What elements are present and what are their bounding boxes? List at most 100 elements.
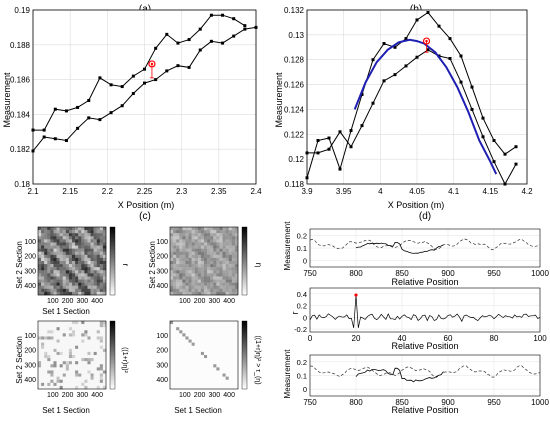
c4-heatmap-cell [222, 351, 226, 356]
c1-heatmap-cell [102, 267, 107, 271]
c2-heatmap-cell [176, 242, 180, 246]
c1-heatmap-cell [47, 261, 51, 265]
c2-ytick-label: 200 [156, 254, 168, 261]
c2-heatmap-cell [182, 282, 186, 286]
c1-heatmap-cell [41, 248, 45, 252]
c4-heatmap-cell [216, 327, 220, 331]
c4-heatmap-cell [219, 385, 223, 390]
c1-heatmap-cell [68, 248, 73, 252]
c1-heatmap-cell [78, 291, 82, 296]
c4-heatmap-cell [219, 339, 223, 343]
c4-heatmap-cell [225, 355, 229, 359]
c2-heatmap-cell [191, 257, 195, 262]
c3-heatmap-cell [75, 336, 79, 340]
c1-heatmap-cell [68, 230, 73, 234]
c2-heatmap-cell [222, 248, 226, 252]
c2-heatmap-cell [210, 239, 214, 243]
c1-heatmap-cell [56, 261, 60, 265]
c1-heatmap-cell [62, 261, 67, 265]
d1-xtick-label: 850 [395, 269, 409, 278]
c2-heatmap-cell [200, 288, 205, 293]
c2-ytick-label: 100 [156, 239, 168, 246]
c2-heatmap-cell [179, 282, 183, 286]
c2-heatmap-cell [219, 291, 223, 296]
c2-heatmap-cell [194, 248, 199, 252]
c2-heatmap-cell [188, 270, 192, 274]
c4-heatmap-cell [179, 324, 183, 328]
c4-heatmap-cell [231, 382, 236, 387]
c2-heatmap-cell [194, 267, 199, 271]
c4-heatmap-cell [188, 321, 192, 325]
c1-heatmap-cell [53, 242, 57, 246]
c3-heatmap-cell [50, 364, 54, 368]
c4-heatmap-cell [185, 324, 189, 328]
c1-heatmap-cell [38, 254, 42, 259]
c2-heatmap-cell [225, 236, 229, 240]
c3-heatmap-cell [47, 364, 51, 368]
c3-heatmap-cell [90, 355, 94, 359]
c3-heatmap-cell [81, 376, 85, 380]
c4-heatmap-cell [200, 342, 205, 346]
c3-heatmap-cell [65, 321, 70, 325]
c2-heatmap-cell [210, 233, 214, 237]
c2-heatmap-cell [225, 227, 229, 231]
c2-heatmap-cell [207, 267, 211, 271]
c3-heatmap-cell [72, 370, 76, 374]
c3-heatmap-cell [93, 364, 97, 368]
c1-heatmap-cell [81, 251, 85, 256]
c4-heatmap-cell [207, 321, 211, 325]
c1-heatmap-cell [68, 288, 73, 293]
c4-xtick-label: 400 [223, 392, 235, 399]
c3-heatmap-cell [44, 376, 48, 380]
c4-heatmap-cell [213, 382, 217, 387]
c3-heatmap-cell [75, 376, 79, 380]
c2-heatmap-cell [213, 291, 217, 296]
a-series-1-point [187, 65, 191, 69]
c4-heatmap-cell [170, 324, 174, 328]
c2-heatmap-cell [207, 251, 211, 256]
c1-heatmap-cell [38, 257, 42, 262]
c2-heatmap-cell [179, 276, 183, 280]
c2-heatmap-cell [182, 285, 186, 290]
c2-heatmap-cell [173, 233, 177, 237]
c1-heatmap-cell [59, 257, 63, 262]
c2-heatmap-cell [173, 282, 177, 286]
c2-heatmap-cell [170, 236, 174, 240]
c4-heatmap-cell [185, 339, 189, 343]
c4-heatmap-cell [194, 321, 199, 325]
c3-heatmap-cell [65, 348, 70, 353]
c1-heatmap-cell [96, 236, 101, 240]
c3-heatmap-cell [65, 376, 70, 380]
c3-heatmap-cell [50, 321, 54, 325]
c4-heatmap-cell [173, 355, 177, 359]
c2-heatmap-cell [225, 282, 229, 286]
c2-heatmap-cell [207, 261, 211, 265]
c3-heatmap-cell [96, 339, 101, 343]
c3-heatmap-cell [38, 330, 42, 334]
c4-heatmap-cell [185, 382, 189, 387]
c1-heatmap-cell [53, 248, 57, 252]
c2-heatmap-cell [170, 282, 174, 286]
c3-heatmap-cell [50, 345, 54, 350]
c4-heatmap-cell [200, 330, 205, 334]
c1-heatmap-cell [87, 239, 91, 243]
c3-heatmap-cell [102, 342, 107, 346]
c4-heatmap-cell [225, 373, 229, 377]
c3-heatmap-cell [68, 367, 73, 371]
c3-heatmap-cell [81, 367, 85, 371]
c3-heatmap-cell [96, 330, 101, 334]
c2-heatmap-cell [225, 264, 229, 268]
c1-heatmap-cell [47, 236, 51, 240]
c2-heatmap-cell [194, 261, 199, 265]
c4-heatmap-cell [219, 348, 223, 353]
c3-heatmap-cell [44, 348, 48, 353]
c3-heatmap-cell [68, 361, 73, 365]
c2-heatmap-cell [194, 254, 199, 259]
a-series-0-point [154, 46, 158, 50]
c2-heatmap-cell [210, 254, 214, 259]
c1-heatmap-cell [38, 267, 42, 271]
c1-heatmap-cell [90, 257, 94, 262]
c1-heatmap-cell [102, 245, 107, 249]
c1-heatmap-cell [84, 251, 88, 256]
c3-heatmap-cell [102, 333, 107, 337]
